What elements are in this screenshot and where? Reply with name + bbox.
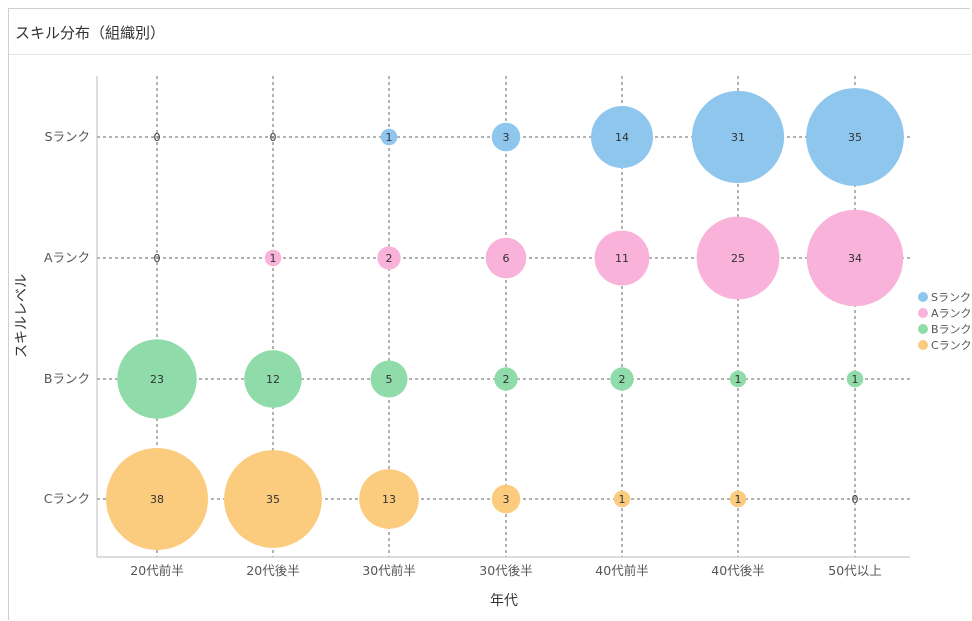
x-tick-label: 40代前半 (595, 563, 648, 578)
bubble-point (106, 448, 208, 550)
bubble-value-label: 23 (150, 373, 164, 386)
bubble-point (846, 370, 864, 388)
bubble-point (494, 367, 518, 391)
legend-item-label: Cランク (931, 339, 972, 352)
y-tick-label: Bランク (44, 371, 90, 386)
bubble-point (591, 106, 653, 168)
legend-item-label: Aランク (931, 307, 972, 320)
bubble-value-label: 31 (731, 131, 745, 144)
bubble-point (806, 209, 904, 307)
bubble-value-label: 0 (154, 131, 161, 144)
bubble-value-label: 1 (386, 131, 393, 144)
x-tick-label: 20代後半 (246, 563, 299, 578)
bubble-point (370, 360, 408, 398)
bubble-value-label: 0 (852, 493, 859, 506)
bubble-point (691, 90, 785, 184)
bubble-value-label: 2 (619, 373, 626, 386)
bubble-point (806, 88, 904, 186)
bubble-point (359, 469, 419, 529)
bubble-point (696, 216, 780, 300)
bubble-value-label: 6 (503, 252, 510, 265)
bubble-value-label: 38 (150, 493, 164, 506)
bubble-value-label: 1 (735, 373, 742, 386)
legend-swatch (918, 340, 928, 350)
bubble-point (491, 484, 521, 514)
bubble-value-label: 35 (266, 493, 280, 506)
legend-item-label: Sランク (931, 291, 971, 304)
bubble-value-label: 25 (731, 252, 745, 265)
bubble-value-label: 2 (503, 373, 510, 386)
x-tick-label: 40代後半 (711, 563, 764, 578)
bubble-value-label: 2 (386, 252, 393, 265)
bubble-value-label: 34 (848, 252, 862, 265)
axes (96, 76, 910, 558)
bubble-value-label: 0 (270, 131, 277, 144)
bubble-point (485, 237, 527, 279)
bubble-value-label: 1 (735, 493, 742, 506)
legend-swatch (918, 292, 928, 302)
y-tick-label: Cランク (44, 491, 90, 506)
bubble-value-label: 3 (503, 131, 510, 144)
bubble-value-label: 14 (615, 131, 629, 144)
bubble-point (729, 370, 747, 388)
bubble-value-label: 35 (848, 131, 862, 144)
x-axis-title: 年代 (490, 593, 518, 609)
bubble-point (117, 339, 197, 419)
legend-swatch (918, 308, 928, 318)
x-tick-label: 20代前半 (130, 563, 183, 578)
y-tick-label: Aランク (44, 250, 90, 265)
y-tick-label: Sランク (45, 129, 90, 144)
bubble-point (377, 246, 401, 270)
x-tick-label: 30代後半 (479, 563, 532, 578)
x-tick-label: 50代以上 (828, 563, 881, 578)
legend-item-label: Bランク (931, 323, 972, 336)
bubble-point (729, 490, 747, 508)
bubble-value-label: 3 (503, 493, 510, 506)
bubble-value-label: 1 (270, 252, 277, 265)
bubble-point (244, 350, 302, 408)
tick-labels: 20代前半 20代後半 30代前半 30代後半 40代前半 40代後半 50代以上 Sランク A… (44, 129, 882, 578)
bubble-value-label: 5 (386, 373, 393, 386)
legend-swatch (918, 324, 928, 334)
bubble-point (613, 490, 631, 508)
bubble-value-label: 11 (615, 252, 629, 265)
bubble-point (610, 367, 634, 391)
bubble-value-label: 12 (266, 373, 280, 386)
panel-header: スキル分布（組織別） (9, 9, 971, 55)
page-title: スキル分布（組織別） (15, 24, 166, 42)
bubble-point (594, 230, 650, 286)
y-axis-title: スキルレベル (14, 274, 30, 358)
bubble-point (491, 122, 521, 152)
bubble-value-label: 1 (852, 373, 859, 386)
bubble-point (224, 450, 322, 548)
bubble-value-label: 0 (154, 252, 161, 265)
bubble-point (380, 128, 398, 146)
bubble-point (264, 249, 282, 267)
legend: Sランク Aランク Bランク Cランク (918, 291, 972, 352)
bubble-value-label: 1 (619, 493, 626, 506)
bubble-value-label: 13 (382, 493, 396, 506)
x-tick-label: 30代前半 (362, 563, 415, 578)
